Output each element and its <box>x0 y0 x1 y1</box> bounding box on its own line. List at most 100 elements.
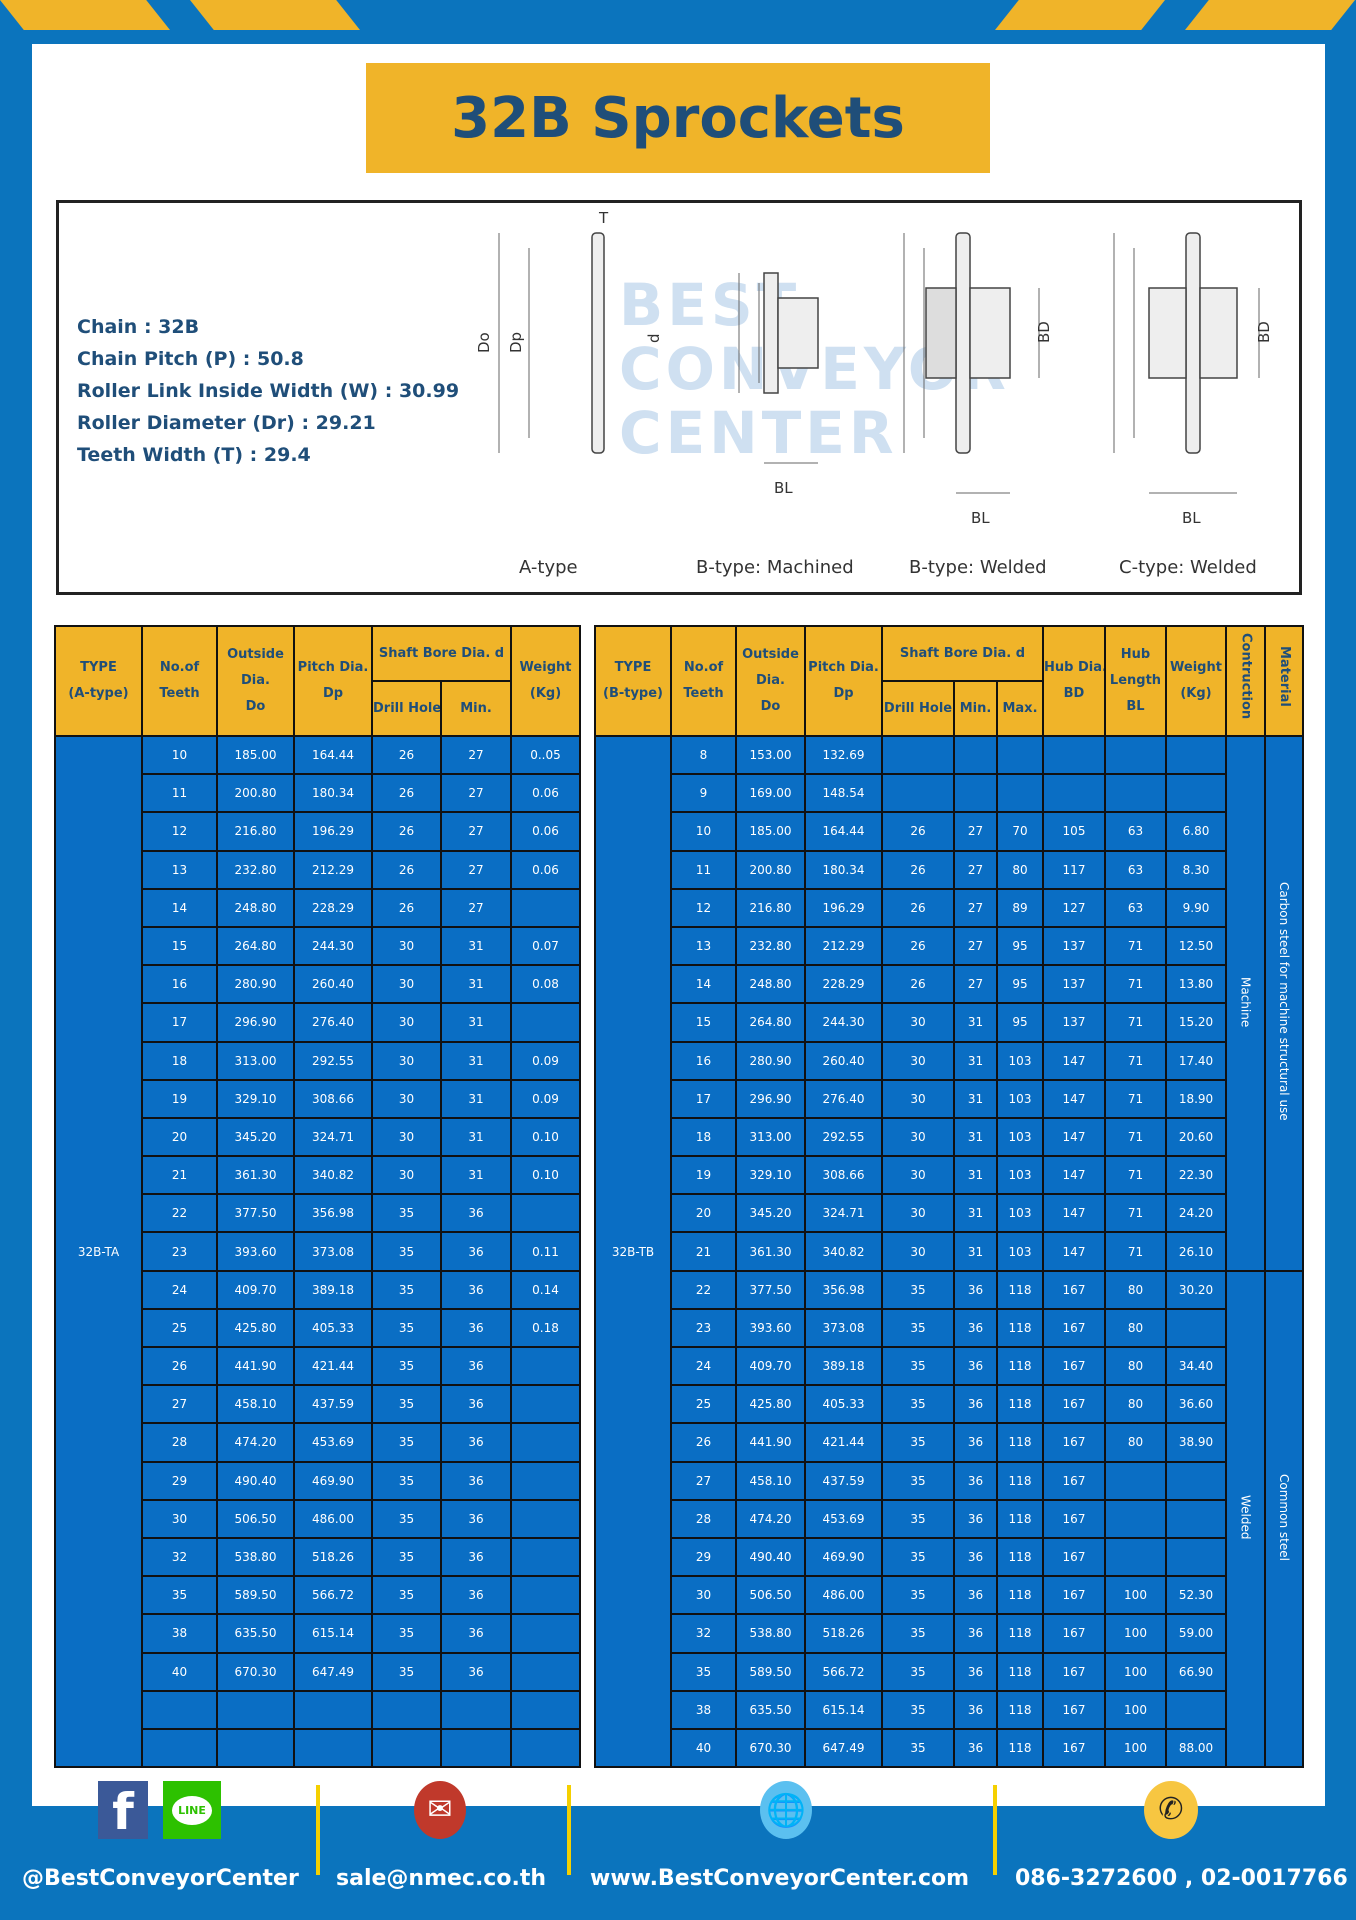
table-row: 38 635.50 615.14 35 36 118 167 100 <box>595 1689 1303 1730</box>
type-label-a: A-type <box>519 557 578 578</box>
min-bore-cell: 27 <box>953 887 998 928</box>
drill-hole-cell <box>371 1689 442 1730</box>
header-drill-hole: Drill Hole <box>371 680 442 737</box>
line-icon[interactable]: LINE <box>163 1781 221 1839</box>
table-row: 28 474.20 453.69 35 36 <box>55 1422 582 1463</box>
pitch-dia-cell <box>293 1689 373 1730</box>
pitch-dia-cell: 324.71 <box>293 1116 373 1158</box>
table-row: 26 441.90 421.44 35 36 118 167 80 38.90 <box>595 1422 1303 1463</box>
table-row: 17 296.90 276.40 30 31 103 147 71 18.90 <box>595 1078 1303 1119</box>
min-bore-cell: 27 <box>439 734 513 776</box>
weight-cell: 0.11 <box>510 1231 582 1272</box>
min-bore-cell: 36 <box>953 1269 998 1310</box>
teeth-cell: 22 <box>670 1269 737 1310</box>
table-row: 32B-TA 10 185.00 164.44 26 27 0..05 <box>54 734 582 1769</box>
spec-chain: Chain : 32B <box>77 316 200 338</box>
table-row: 24 409.70 389.18 35 36 118 167 80 34.40 <box>595 1345 1303 1387</box>
teeth-cell: 40 <box>670 1727 737 1769</box>
teeth-cell: 26 <box>141 1345 218 1387</box>
pitch-dia-cell: 340.82 <box>293 1155 373 1196</box>
drill-hole-cell: 35 <box>881 1345 955 1387</box>
header-max: Max. <box>996 680 1044 737</box>
weight-cell: 9.90 <box>1165 887 1227 928</box>
outside-dia-cell: 200.80 <box>216 773 295 814</box>
outside-dia-cell: 474.20 <box>735 1498 806 1539</box>
max-bore-cell: 95 <box>996 925 1044 967</box>
pitch-dia-cell: 566.72 <box>804 1651 883 1692</box>
table-row: 35 589.50 566.72 35 36 <box>55 1575 582 1616</box>
weight-cell <box>510 1193 582 1234</box>
max-bore-cell: 118 <box>996 1460 1044 1501</box>
pitch-dia-cell: 244.30 <box>804 1002 883 1043</box>
weight-cell <box>1165 1536 1227 1578</box>
phone-icon[interactable]: ✆ <box>1144 1781 1198 1839</box>
table-row: 30 506.50 486.00 35 36 118 167 100 52.30 <box>595 1575 1303 1616</box>
drill-hole-cell: 35 <box>881 1269 955 1310</box>
hub-dia-cell: 137 <box>1042 925 1106 967</box>
hub-dia-cell: 167 <box>1042 1307 1106 1349</box>
globe-icon[interactable]: 🌐 <box>760 1781 812 1839</box>
social-handle[interactable]: @BestConveyorCenter <box>22 1866 299 1891</box>
hub-dia-cell: 167 <box>1042 1498 1106 1539</box>
table-row: 11 200.80 180.34 26 27 0.06 <box>55 773 582 814</box>
min-bore-cell: 36 <box>439 1193 513 1234</box>
hub-length-cell: 63 <box>1104 887 1167 928</box>
teeth-cell: 29 <box>670 1536 737 1578</box>
weight-cell: 26.10 <box>1165 1231 1227 1272</box>
table-row: 27 458.10 437.59 35 36 118 167 <box>595 1460 1303 1501</box>
pitch-dia-cell: 421.44 <box>804 1422 883 1463</box>
pitch-dia-cell: 212.29 <box>293 849 373 890</box>
hub-dia-cell <box>1042 773 1106 814</box>
table-row: 18 313.00 292.55 30 31 0.09 <box>55 1040 582 1081</box>
teeth-cell: 25 <box>670 1384 737 1425</box>
table-row: 21 361.30 340.82 30 31 0.10 <box>55 1155 582 1196</box>
weight-cell <box>510 1575 582 1616</box>
min-bore-cell: 36 <box>953 1460 998 1501</box>
pitch-dia-cell: 469.90 <box>293 1460 373 1501</box>
pitch-dia-cell: 132.69 <box>804 734 883 776</box>
outside-dia-cell: 670.30 <box>216 1651 295 1692</box>
drill-hole-cell: 35 <box>371 1193 442 1234</box>
min-bore-cell: 36 <box>953 1575 998 1616</box>
outside-dia-cell: 441.90 <box>735 1422 806 1463</box>
max-bore-cell: 95 <box>996 964 1044 1005</box>
drill-hole-cell: 30 <box>881 1231 955 1272</box>
min-bore-cell: 36 <box>953 1345 998 1387</box>
hub-length-cell: 71 <box>1104 964 1167 1005</box>
max-bore-cell: 118 <box>996 1689 1044 1730</box>
divider <box>567 1785 571 1875</box>
header-outside-dia: Outside Dia. Do <box>216 625 295 737</box>
weight-cell <box>510 1384 582 1425</box>
drill-hole-cell: 26 <box>371 849 442 890</box>
drill-hole-cell: 26 <box>881 887 955 928</box>
hub-dia-cell: 147 <box>1042 1155 1106 1196</box>
website-link[interactable]: www.BestConveyorCenter.com <box>590 1866 970 1891</box>
pitch-dia-cell: 308.66 <box>804 1155 883 1196</box>
hub-length-cell: 71 <box>1104 1231 1167 1272</box>
hub-dia-cell: 147 <box>1042 1193 1106 1234</box>
drill-hole-cell: 26 <box>881 811 955 852</box>
email-link[interactable]: sale@nmec.co.th <box>336 1866 546 1891</box>
phone-numbers[interactable]: 086-3272600 , 02-0017766 <box>1015 1866 1348 1891</box>
decor-stripe <box>0 0 170 30</box>
header-min: Min. <box>439 680 513 737</box>
outside-dia-cell: 670.30 <box>735 1727 806 1769</box>
hub-dia-cell: 167 <box>1042 1651 1106 1692</box>
teeth-cell: 32 <box>141 1536 218 1578</box>
email-icon[interactable]: ✉ <box>414 1781 466 1839</box>
teeth-cell: 8 <box>670 734 737 776</box>
pitch-dia-cell: 453.69 <box>804 1498 883 1539</box>
teeth-cell: 12 <box>670 887 737 928</box>
teeth-cell: 17 <box>141 1002 218 1043</box>
drill-hole-cell: 35 <box>881 1536 955 1578</box>
hub-length-cell <box>1104 734 1167 776</box>
drill-hole-cell: 35 <box>881 1422 955 1463</box>
pitch-dia-cell: 356.98 <box>293 1193 373 1234</box>
teeth-cell: 10 <box>670 811 737 852</box>
teeth-cell: 19 <box>670 1155 737 1196</box>
hub-dia-cell: 147 <box>1042 1040 1106 1081</box>
pitch-dia-cell: 148.54 <box>804 773 883 814</box>
facebook-icon[interactable]: f <box>98 1781 148 1841</box>
min-bore-cell: 31 <box>953 1040 998 1081</box>
decor-stripe <box>995 0 1165 30</box>
